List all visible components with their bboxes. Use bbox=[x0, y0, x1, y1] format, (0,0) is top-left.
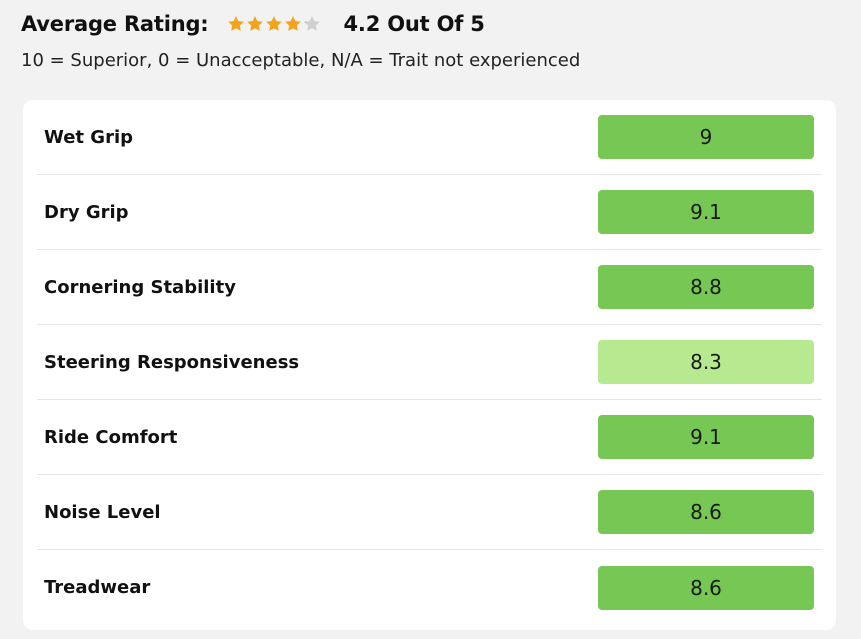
star-icon bbox=[227, 15, 245, 33]
trait-label: Ride Comfort bbox=[44, 426, 178, 448]
rating-row: Cornering Stability 8.8 bbox=[37, 250, 822, 325]
rating-row: Treadwear 8.6 bbox=[37, 550, 822, 625]
average-rating-value: 4.2 Out Of 5 bbox=[343, 12, 485, 36]
score-badge: 9 bbox=[598, 115, 814, 159]
rating-row: Ride Comfort 9.1 bbox=[37, 400, 822, 475]
rating-row: Steering Responsiveness 8.3 bbox=[37, 325, 822, 400]
trait-label: Cornering Stability bbox=[44, 276, 236, 298]
score-badge: 9.1 bbox=[598, 190, 814, 234]
trait-label: Treadwear bbox=[44, 577, 151, 598]
score-badge: 8.6 bbox=[598, 565, 814, 610]
star-rating bbox=[227, 14, 322, 34]
star-icon bbox=[303, 15, 321, 33]
average-rating-header: Average Rating: 4.2 Out Of 5 bbox=[21, 9, 485, 39]
rating-row: Dry Grip 9.1 bbox=[37, 175, 822, 250]
score-badge: 9.1 bbox=[598, 415, 814, 459]
star-icon bbox=[284, 15, 302, 33]
trait-label: Dry Grip bbox=[44, 201, 129, 223]
rating-row: Noise Level 8.6 bbox=[37, 475, 822, 550]
average-rating-label: Average Rating: bbox=[21, 12, 209, 36]
ratings-card: Wet Grip 9 Dry Grip 9.1 Cornering Stabil… bbox=[23, 100, 836, 630]
star-icon bbox=[246, 15, 264, 33]
score-badge: 8.8 bbox=[598, 265, 814, 309]
trait-label: Steering Responsiveness bbox=[44, 351, 300, 373]
score-badge: 8.3 bbox=[598, 340, 814, 384]
rating-row: Wet Grip 9 bbox=[37, 100, 822, 175]
star-icon bbox=[265, 15, 283, 33]
rating-scale-legend: 10 = Superior, 0 = Unacceptable, N/A = T… bbox=[21, 50, 581, 71]
score-badge: 8.6 bbox=[598, 490, 814, 534]
trait-label: Noise Level bbox=[44, 501, 161, 523]
trait-label: Wet Grip bbox=[44, 126, 133, 148]
